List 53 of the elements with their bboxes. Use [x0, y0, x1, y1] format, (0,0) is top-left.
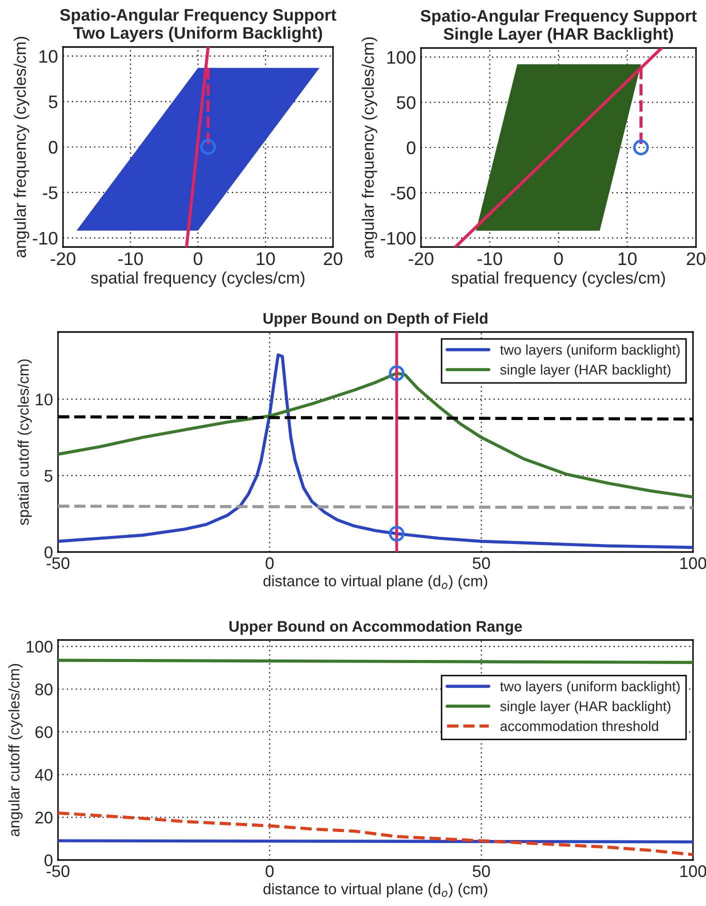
y-tick-label: 100 [26, 640, 52, 653]
x-tick-label: 10 [256, 252, 275, 266]
legend-label: two layers (uniform backlight) [500, 681, 680, 694]
x-tick-label: 100 [680, 865, 706, 878]
y-axis-title: spatial cutoff (cycles/cm) [18, 359, 32, 526]
x-tick-label: 0 [266, 557, 274, 570]
y-tick-label: 0 [406, 141, 416, 154]
legend-label: single layer (HAR backlight) [500, 700, 670, 714]
x-tick-label: 0 [194, 252, 202, 266]
chart-title: Upper Bound on Depth of Field [264, 312, 488, 327]
y-tick-label: 5 [44, 470, 52, 482]
x-tick-label: 10 [618, 252, 637, 266]
legend-label: single layer (HAR backlight) [500, 364, 670, 378]
x-tick-label: 20 [686, 252, 706, 266]
x-tick-label: -20 [408, 252, 434, 266]
x-axis-title: distance to virtual plane (d$_{o}$) (cm) [263, 883, 488, 898]
y-tick-label: 10 [39, 50, 58, 63]
y-tick-label: 80 [35, 684, 52, 696]
x-tick-label: -10 [118, 252, 143, 266]
y-tick-label: 0 [44, 854, 52, 866]
y-tick-label: 60 [35, 726, 52, 738]
y-tick-label: 5 [48, 96, 58, 108]
x-axis-title: spatial frequency (cycles/cm) [91, 271, 304, 288]
chart-title: Upper Bound on Accommodation Range [229, 620, 522, 635]
y-tick-label: 20 [35, 812, 52, 824]
x-tick-label: -20 [50, 252, 76, 266]
y-tick-label: 100 [387, 50, 416, 64]
legend-label: accommodation threshold [500, 720, 658, 732]
y-tick-label: 0 [44, 546, 52, 558]
y-tick-label: -100 [380, 232, 416, 245]
y-axis-title: angular frequency (cycles/cm) [14, 36, 30, 258]
y-tick-label: 40 [34, 768, 52, 781]
y-tick-label: -5 [42, 186, 58, 200]
y-tick-label: -10 [32, 232, 58, 245]
x-tick-label: 0 [554, 252, 563, 266]
x-tick-label: 50 [472, 557, 490, 570]
y-axis-title: angular cutoff (cycles/cm) [8, 664, 23, 836]
x-tick-label: 50 [472, 865, 490, 878]
legend-label: two layers (uniform backlight) [500, 344, 680, 358]
y-tick-label: 10 [36, 394, 52, 406]
x-axis-title: distance to virtual plane (d$_{o}$) (cm) [263, 575, 488, 590]
y-tick-label: 0 [48, 140, 58, 154]
y-tick-label: -50 [390, 186, 416, 200]
y-axis-title: angular frequency (cycles/cm) [362, 37, 378, 258]
x-axis-title: spatial frequency (cycles/cm) [452, 271, 665, 288]
y-tick-label: 50 [396, 96, 416, 109]
x-tick-label: 100 [680, 557, 706, 570]
x-tick-label: -10 [478, 252, 502, 266]
x-tick-label: 20 [324, 252, 342, 266]
chart-title: Spatio-Angular Frequency Support Single Layer (HAR Backlight) [420, 10, 697, 44]
line-series [58, 811, 693, 856]
chart-title: Spatio-Angular Frequency Support Two Layers (Uniform Backlight) [60, 8, 336, 42]
x-tick-label: 0 [266, 865, 274, 878]
